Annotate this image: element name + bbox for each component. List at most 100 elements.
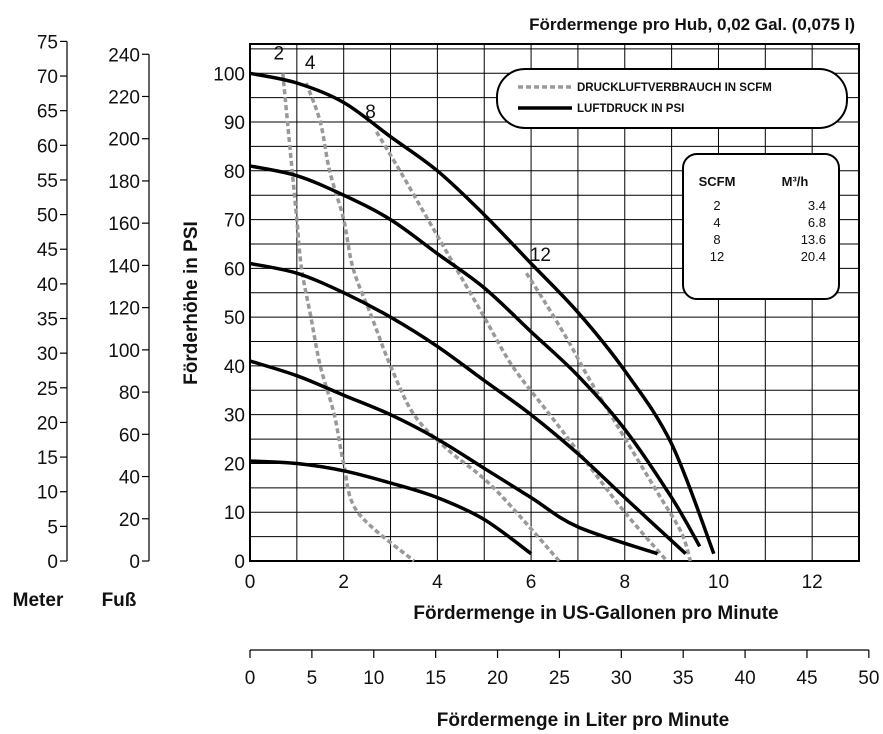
meter-tick-label: 35 xyxy=(37,310,58,331)
liter-axis-label: Fördermenge in Liter pro Minute xyxy=(437,710,729,731)
liter-axis: 0 5 10 15 20 25 30 35 40 45 50 xyxy=(245,649,879,689)
table-cell-scfm: 2 xyxy=(713,198,720,213)
liter-tick-label: 20 xyxy=(487,668,508,689)
left-axes: 0 5 10 15 20 25 30 35 40 45 50 55 60 65 70 75 0 20 40 60 80 1… xyxy=(37,32,150,573)
x-tick-label: 6 xyxy=(526,572,537,593)
fuss-axis-label: Fuß xyxy=(102,590,137,611)
scfm-table-box xyxy=(682,153,840,300)
fuss-tick-label: 100 xyxy=(108,341,140,362)
table-cell-scfm: 8 xyxy=(713,232,720,247)
liter-tick-label: 0 xyxy=(245,668,256,689)
y-tick-label: 30 xyxy=(224,406,245,427)
pressure-curve xyxy=(249,359,659,556)
y-tick-label: 80 xyxy=(224,162,245,183)
table-cell-m3h: 6.8 xyxy=(808,215,826,230)
meter-tick-label: 25 xyxy=(37,379,58,400)
x-tick-label: 10 xyxy=(708,572,729,593)
meter-tick-label: 10 xyxy=(37,483,58,504)
y-tick-label: 10 xyxy=(224,503,245,524)
table-cell-scfm: 4 xyxy=(713,215,720,230)
meter-tick-label: 15 xyxy=(37,448,58,469)
y-tick-label: 50 xyxy=(224,308,245,329)
table-header-m3h: M³/h xyxy=(782,174,809,189)
liter-tick-label: 50 xyxy=(858,668,879,689)
pressure-curve xyxy=(249,261,687,555)
meter-tick-label: 75 xyxy=(37,32,58,53)
chart-title: Fördermenge pro Hub, 0,02 Gal. (0,075 l) xyxy=(529,15,855,34)
table-cell-m3h: 20.4 xyxy=(801,249,826,264)
fuss-tick-label: 40 xyxy=(119,468,140,489)
x-tick-label: 12 xyxy=(802,572,823,593)
y-tick-label: 100 xyxy=(213,64,245,85)
fuss-tick-label: 200 xyxy=(108,130,140,151)
meter-tick-label: 45 xyxy=(37,240,58,261)
fuss-tick-label: 120 xyxy=(108,299,140,320)
meter-tick-label: 50 xyxy=(37,206,58,227)
pressure-curve xyxy=(249,71,716,555)
fuss-tick-label: 0 xyxy=(129,552,140,573)
meter-tick-label: 65 xyxy=(37,102,58,123)
meter-tick-label: 55 xyxy=(37,171,58,192)
fuss-tick-label: 180 xyxy=(108,172,140,193)
liter-tick-label: 30 xyxy=(611,668,632,689)
liter-tick-label: 45 xyxy=(796,668,817,689)
scfm-table: SCFM M³/h 2 3.4 4 6.8 8 13.6 12 20.4 xyxy=(682,153,840,300)
meter-tick-label: 60 xyxy=(37,136,58,157)
liter-tick-label: 15 xyxy=(425,668,446,689)
meter-tick-label: 0 xyxy=(47,552,58,573)
pressure-curve xyxy=(249,459,533,556)
air-curve-label: 8 xyxy=(365,102,376,123)
air-curve-8 xyxy=(374,130,669,563)
x-tick-label: 8 xyxy=(619,572,630,593)
air-consumption-curves xyxy=(281,73,693,563)
fuss-tick-label: 60 xyxy=(119,425,140,446)
fuss-tick-label: 20 xyxy=(119,510,140,531)
table-header-scfm: SCFM xyxy=(699,174,736,189)
meter-tick-label: 70 xyxy=(37,67,58,88)
air-curve-4 xyxy=(304,82,561,563)
y-tick-label: 20 xyxy=(224,454,245,475)
y-axis-label: Förderhöhe in PSI xyxy=(181,221,202,385)
meter-tick-label: 30 xyxy=(37,344,58,365)
liter-tick-label: 35 xyxy=(673,668,694,689)
y-tick-label: 60 xyxy=(224,259,245,280)
y-axis-ticks: 0 10 20 30 40 50 60 70 80 90 100 xyxy=(213,64,245,573)
fuss-tick-label: 80 xyxy=(119,383,140,404)
meter-tick-label: 40 xyxy=(37,275,58,296)
scfm-table-rows: 2 3.4 4 6.8 8 13.6 12 20.4 xyxy=(710,198,826,264)
table-cell-m3h: 3.4 xyxy=(808,198,826,213)
plot-frame xyxy=(249,43,860,562)
y-tick-label: 40 xyxy=(224,357,245,378)
legend: DRUCKLUFTVERBRAUCH IN SCFM LUFTDRUCK IN … xyxy=(496,68,848,129)
pressure-curve xyxy=(249,164,702,548)
table-cell-scfm: 12 xyxy=(710,249,724,264)
air-curve-label: 12 xyxy=(530,245,551,266)
legend-box xyxy=(496,68,848,129)
air-curve-labels: 2 4 8 12 xyxy=(274,43,551,266)
liter-tick-label: 40 xyxy=(735,668,756,689)
y-tick-label: 70 xyxy=(224,211,245,232)
fuss-tick-label: 240 xyxy=(108,45,140,66)
fuss-tick-label: 220 xyxy=(108,87,140,108)
table-cell-m3h: 13.6 xyxy=(801,232,826,247)
x-tick-label: 2 xyxy=(338,572,349,593)
y-tick-label: 0 xyxy=(234,552,245,573)
liter-tick-label: 25 xyxy=(549,668,570,689)
legend-label-pressure: LUFTDRUCK IN PSI xyxy=(577,103,684,115)
y-tick-label: 90 xyxy=(224,113,245,134)
meter-axis-label: Meter xyxy=(13,590,64,611)
air-curve-label: 4 xyxy=(305,53,316,74)
air-curve-2 xyxy=(281,73,416,563)
liter-tick-label: 5 xyxy=(307,668,318,689)
fuss-tick-label: 160 xyxy=(108,214,140,235)
x-tick-label: 4 xyxy=(432,572,443,593)
air-pressure-curves xyxy=(249,71,716,556)
liter-tick-label: 10 xyxy=(363,668,384,689)
air-curve-label: 2 xyxy=(274,43,285,64)
legend-label-air: DRUCKLUFTVERBRAUCH IN SCFM xyxy=(577,82,772,94)
meter-tick-label: 20 xyxy=(37,413,58,434)
fuss-tick-label: 140 xyxy=(108,256,140,277)
x-axis-ticks: 0 2 4 6 8 10 12 xyxy=(245,572,823,593)
air-curve-12 xyxy=(524,272,693,562)
